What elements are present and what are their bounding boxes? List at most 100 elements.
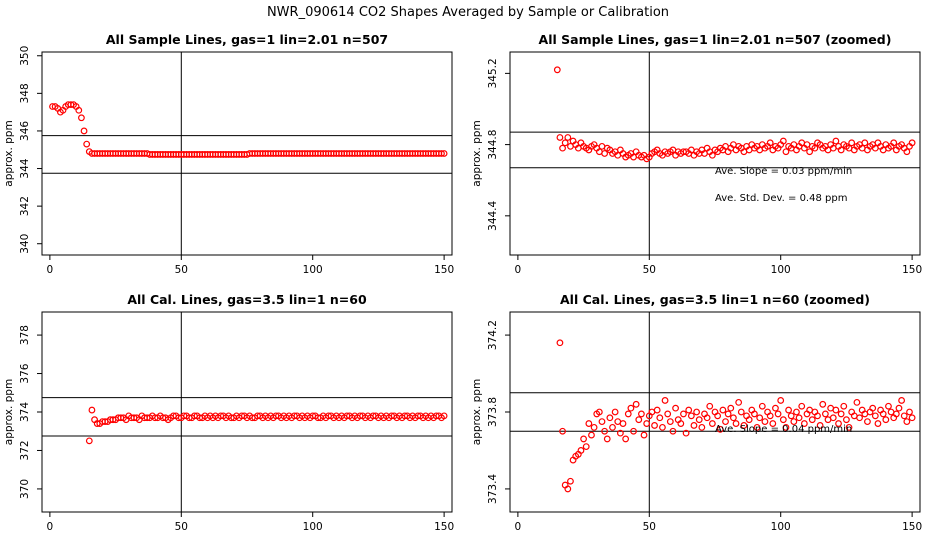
x-tick-label: 100 xyxy=(771,264,791,276)
data-point xyxy=(580,435,587,443)
data-point xyxy=(790,418,798,426)
y-tick-label: 348 xyxy=(19,83,31,103)
data-point xyxy=(564,485,572,493)
data-point xyxy=(753,423,761,431)
x-tick-label: 0 xyxy=(515,521,522,533)
x-tick-label: 150 xyxy=(434,521,454,533)
plot-frame xyxy=(509,311,921,513)
data-point xyxy=(588,431,595,439)
data-point xyxy=(774,410,782,418)
y-axis-label: approx. ppm xyxy=(471,379,483,445)
data-point xyxy=(440,412,448,420)
x-tick-label: 50 xyxy=(643,264,656,276)
data-point xyxy=(659,423,666,431)
x-tick-label: 100 xyxy=(303,521,323,533)
data-point xyxy=(672,404,679,412)
data-point xyxy=(729,414,737,422)
data-point xyxy=(695,416,703,424)
y-tick-label: 350 xyxy=(19,46,31,66)
data-point xyxy=(585,420,593,427)
data-point xyxy=(895,404,903,412)
data-point xyxy=(635,416,643,424)
data-point xyxy=(898,397,906,404)
y-axis-label: approx. ppm xyxy=(471,120,483,186)
y-tick-label: 344 xyxy=(19,158,31,178)
data-point xyxy=(611,408,619,416)
y-tick-label: 342 xyxy=(19,196,31,216)
y-tick-label: 374 xyxy=(19,402,31,422)
data-point xyxy=(732,420,740,427)
data-point xyxy=(708,151,716,159)
y-tick-label: 374.2 xyxy=(487,320,499,350)
data-point xyxy=(440,150,448,157)
y-tick-label: 345.2 xyxy=(487,58,499,88)
data-point xyxy=(682,429,690,437)
data-point xyxy=(837,410,845,418)
data-point xyxy=(85,437,93,445)
plot-frame xyxy=(509,51,921,256)
data-point xyxy=(766,139,774,147)
annotation: Ave. Slope = 0.04 ppm/min xyxy=(715,424,852,435)
data-point xyxy=(900,412,908,420)
data-point xyxy=(766,412,774,420)
data-point xyxy=(601,150,609,157)
data-point xyxy=(651,422,658,429)
data-point xyxy=(716,425,724,433)
data-point xyxy=(806,148,814,156)
y-tick-label: 344.4 xyxy=(487,200,499,230)
y-tick-label: 373.8 xyxy=(487,397,499,427)
data-point xyxy=(890,139,898,147)
data-point xyxy=(690,422,698,429)
x-tick-label: 50 xyxy=(175,521,188,533)
data-point xyxy=(882,416,890,424)
data-point xyxy=(722,418,729,426)
data-point xyxy=(630,427,637,435)
y-axis-label: approx. ppm xyxy=(3,120,15,186)
data-point xyxy=(832,406,840,414)
data-point xyxy=(782,423,790,431)
data-point xyxy=(577,447,585,454)
data-point xyxy=(553,66,561,74)
data-point xyxy=(88,406,96,414)
data-point xyxy=(903,418,911,426)
data-point xyxy=(685,406,693,414)
data-point xyxy=(567,477,574,485)
data-point xyxy=(564,134,572,141)
data-point xyxy=(837,146,845,154)
y-tick-label: 372 xyxy=(19,440,31,460)
x-tick-label: 100 xyxy=(771,521,791,533)
data-point xyxy=(808,416,816,424)
chart-title: All Sample Lines, gas=1 lin=2.01 n=507 xyxy=(106,32,388,47)
x-tick-label: 0 xyxy=(515,264,522,276)
chart-all-sample-lines-zoomed: All Sample Lines, gas=1 lin=2.01 n=507 (… xyxy=(471,32,922,276)
data-point xyxy=(666,418,674,426)
data-point xyxy=(708,420,716,427)
x-tick-label: 100 xyxy=(303,264,323,276)
data-point xyxy=(724,410,732,418)
data-point xyxy=(819,400,827,408)
annotation: Ave. Std. Dev. = 0.48 ppm xyxy=(715,193,847,204)
data-point xyxy=(559,427,566,435)
data-point xyxy=(787,412,795,420)
data-point xyxy=(821,410,829,418)
chart-title: All Sample Lines, gas=1 lin=2.01 n=507 (… xyxy=(539,32,892,47)
data-point xyxy=(871,412,879,420)
y-tick-label: 346 xyxy=(19,121,31,141)
data-point xyxy=(624,410,632,418)
x-tick-label: 50 xyxy=(643,521,656,533)
data-point xyxy=(848,139,856,147)
data-point xyxy=(622,435,630,443)
annotation: Ave. Slope = 0.03 ppm/min xyxy=(715,166,852,177)
data-point xyxy=(703,414,711,422)
data-point xyxy=(906,408,913,416)
data-point xyxy=(814,412,821,420)
data-point xyxy=(885,402,892,410)
data-point xyxy=(661,397,669,404)
x-tick-label: 50 xyxy=(175,264,188,276)
data-point xyxy=(735,398,743,406)
chart-title: All Cal. Lines, gas=3.5 lin=1 n=60 xyxy=(127,292,367,307)
data-point xyxy=(835,420,842,427)
data-point xyxy=(903,148,911,156)
data-point xyxy=(656,414,664,422)
data-point xyxy=(840,402,848,410)
